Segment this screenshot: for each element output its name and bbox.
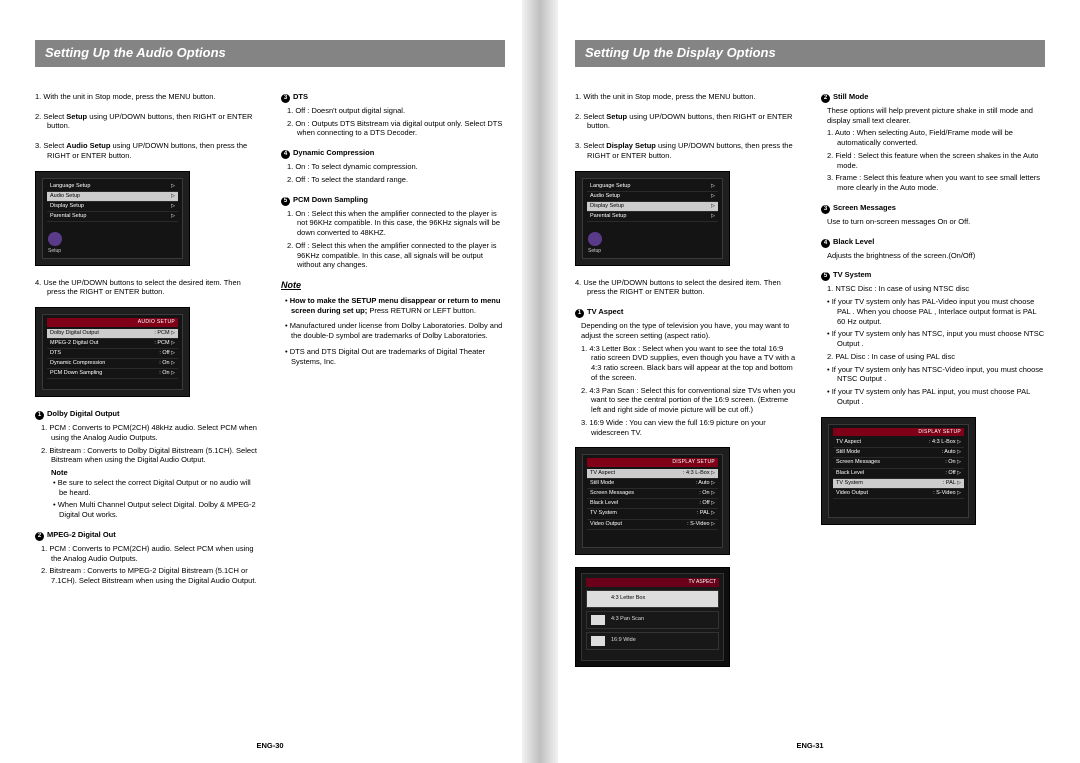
note-bullet: • How to make the SETUP menu disappear o… bbox=[281, 296, 505, 316]
menu-row: Still Mode: Auto ▷ bbox=[833, 448, 964, 458]
option-block: 1Dolby Digital Output1. PCM : Converts t… bbox=[35, 409, 259, 520]
option-block: 4Dynamic Compression1. On : To select dy… bbox=[281, 148, 505, 185]
aspect-row: 16:9 Wide bbox=[586, 632, 719, 650]
note-bullet: • Manufactured under license from Dolby … bbox=[281, 321, 505, 341]
menu-row: Parental Setup▷ bbox=[587, 212, 718, 222]
option-block: 4Black LevelAdjusts the brightness of th… bbox=[821, 237, 1045, 261]
left-title: Setting Up the Audio Options bbox=[35, 40, 505, 67]
tv-aspect-screenshot: TV ASPECT 4:3 Letter Box4:3 Pan Scan16:9… bbox=[575, 567, 730, 667]
menu-row: Dolby Digital Output: PCM ▷ bbox=[47, 329, 178, 339]
option-block: 5TV System1. NTSC Disc : In case of usin… bbox=[821, 270, 1045, 406]
page-left: Setting Up the Audio Options 1. With the… bbox=[0, 0, 540, 763]
option-block: 3DTS1. Off : Doesn't output digital sign… bbox=[281, 92, 505, 138]
tv-aspect-item: 2. 4:3 Pan Scan : Select this for conven… bbox=[575, 386, 799, 415]
menu-row: Audio Setup▷ bbox=[47, 192, 178, 202]
menu-row: Video Output: S-Video ▷ bbox=[833, 489, 964, 499]
menu-row: MPEG-2 Digital Out: PCM ▷ bbox=[47, 339, 178, 349]
page-number-left: ENG-30 bbox=[256, 741, 283, 751]
menu-row: TV System: PAL ▷ bbox=[833, 479, 964, 489]
menu-row: Black Level: Off ▷ bbox=[833, 469, 964, 479]
page-number-right: ENG-31 bbox=[796, 741, 823, 751]
menu-row: Screen Messages: On ▷ bbox=[587, 489, 718, 499]
menu-row: Language Setup▷ bbox=[47, 182, 178, 192]
aspect-row: 4:3 Pan Scan bbox=[586, 611, 719, 629]
option-block: 5PCM Down Sampling1. On : Select this wh… bbox=[281, 195, 505, 271]
manual-spread: Setting Up the Audio Options 1. With the… bbox=[0, 0, 1080, 763]
left-col2: 3DTS1. Off : Doesn't output digital sign… bbox=[281, 92, 505, 596]
right-step4: 4. Use the UP/DOWN buttons to select the… bbox=[575, 278, 799, 298]
tv-aspect-item: 1. 4:3 Letter Box : Select when you want… bbox=[575, 344, 799, 383]
setup-menu-screenshot: Language Setup▷Audio Setup▷Display Setup… bbox=[35, 171, 190, 266]
menu-row: Video Output: S-Video ▷ bbox=[587, 520, 718, 530]
menu-row: TV Aspect: 4:3 L-Box ▷ bbox=[833, 438, 964, 448]
step: 3. Select Display Setup using UP/DOWN bu… bbox=[575, 141, 799, 161]
note-bullet: • DTS and DTS Digital Out are trademarks… bbox=[281, 347, 505, 367]
menu-row: Parental Setup▷ bbox=[47, 212, 178, 222]
step: 1. With the unit in Stop mode, press the… bbox=[35, 92, 259, 102]
step: 2. Select Setup using UP/DOWN buttons, t… bbox=[575, 112, 799, 132]
note-label: Note bbox=[281, 280, 505, 292]
right-col2: 2Still ModeThese options will help preve… bbox=[821, 92, 1045, 680]
menu-row: Audio Setup▷ bbox=[587, 192, 718, 202]
right-col1: 1. With the unit in Stop mode, press the… bbox=[575, 92, 799, 680]
tv-aspect-item: 3. 16:9 Wide : You can view the full 16:… bbox=[575, 418, 799, 438]
step: 3. Select Audio Setup using UP/DOWN butt… bbox=[35, 141, 259, 161]
menu-row: TV System: PAL ▷ bbox=[587, 509, 718, 519]
display-setup-screenshot: DISPLAY SETUP TV Aspect: 4:3 L-Box ▷Stil… bbox=[575, 447, 730, 555]
menu-row: TV Aspect: 4:3 L-Box ▷ bbox=[587, 469, 718, 479]
option-block: 2Still ModeThese options will help preve… bbox=[821, 92, 1045, 193]
setup-menu-screenshot-r: Language Setup▷Audio Setup▷Display Setup… bbox=[575, 171, 730, 266]
audio-setup-screenshot: AUDIO SETUP Dolby Digital Output: PCM ▷M… bbox=[35, 307, 190, 397]
menu-row: Display Setup▷ bbox=[47, 202, 178, 212]
menu-row: Still Mode: Auto ▷ bbox=[587, 479, 718, 489]
left-step4: 4. Use the UP/DOWN buttons to select the… bbox=[35, 278, 259, 298]
option-block: 3Screen MessagesUse to turn on-screen me… bbox=[821, 203, 1045, 227]
page-right: Setting Up the Display Options 1. With t… bbox=[540, 0, 1080, 763]
step: 2. Select Setup using UP/DOWN buttons, t… bbox=[35, 112, 259, 132]
tv-aspect-head: 1TV Aspect bbox=[575, 307, 799, 318]
aspect-row: 4:3 Letter Box bbox=[586, 590, 719, 608]
menu-row: Display Setup▷ bbox=[587, 202, 718, 212]
menu-row: DTS: Off ▷ bbox=[47, 349, 178, 359]
left-col1: 1. With the unit in Stop mode, press the… bbox=[35, 92, 259, 596]
menu-row: Black Level: Off ▷ bbox=[587, 499, 718, 509]
option-block: 2MPEG-2 Digital Out1. PCM : Converts to … bbox=[35, 530, 259, 586]
menu-row: PCM Down Sampling: On ▷ bbox=[47, 369, 178, 379]
menu-row: Dynamic Compression: On ▷ bbox=[47, 359, 178, 369]
menu-row: Screen Messages: On ▷ bbox=[833, 458, 964, 468]
right-title: Setting Up the Display Options bbox=[575, 40, 1045, 67]
display-setup-screenshot-2: DISPLAY SETUP TV Aspect: 4:3 L-Box ▷Stil… bbox=[821, 417, 976, 525]
menu-row: Language Setup▷ bbox=[587, 182, 718, 192]
step: 1. With the unit in Stop mode, press the… bbox=[575, 92, 799, 102]
